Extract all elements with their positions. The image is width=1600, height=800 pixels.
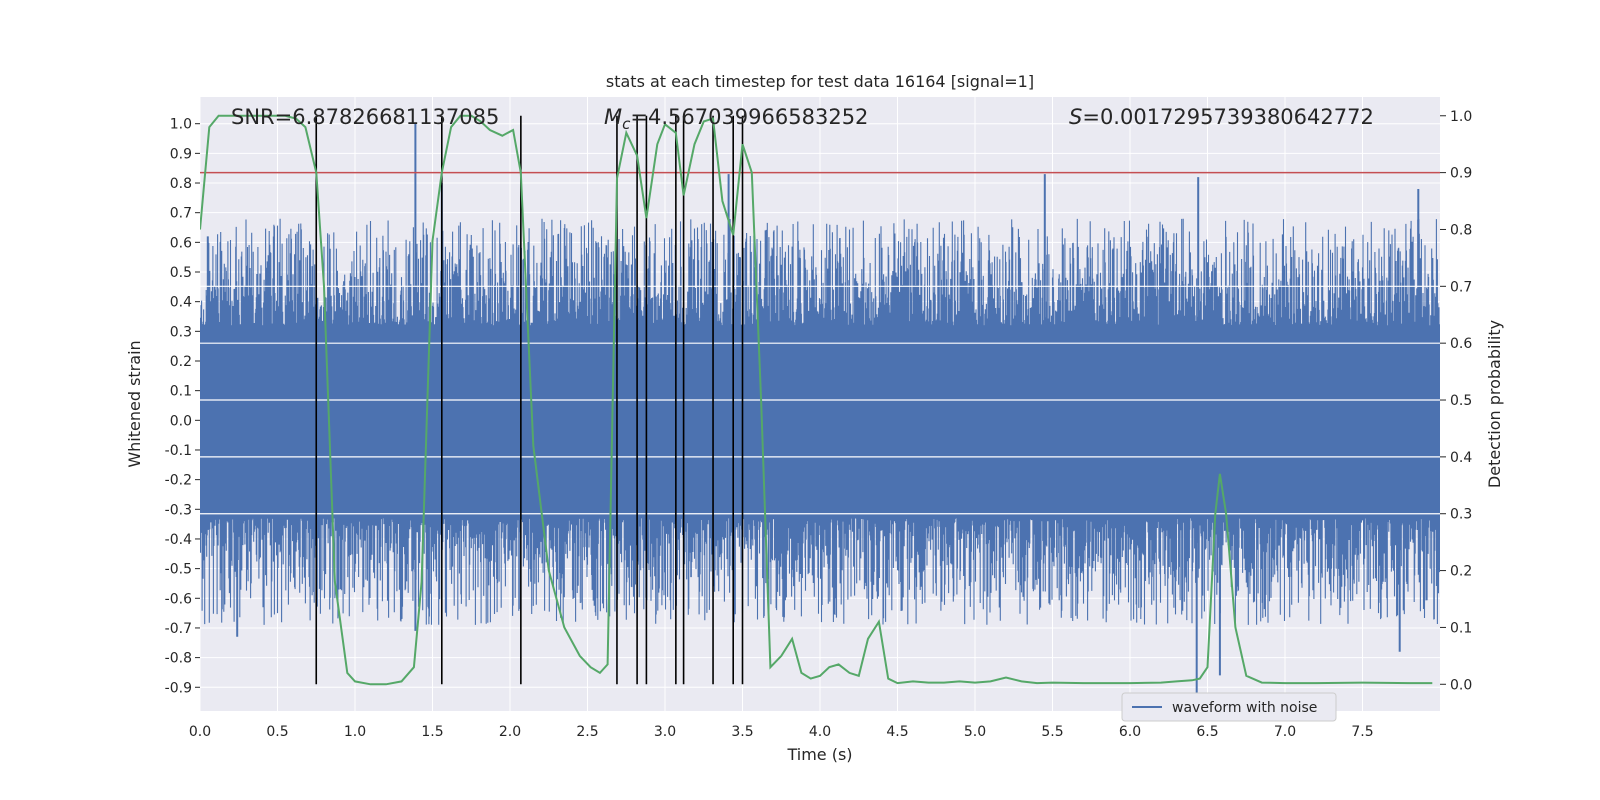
y-tick-label: -0.1 xyxy=(165,443,192,459)
snr-annotation: SNR=6.87826681137085 xyxy=(231,105,499,129)
x-tick-label: 1.0 xyxy=(344,724,366,740)
chirp-mass-value: =4.567039966583252 xyxy=(630,105,868,129)
y-tick-label: -0.7 xyxy=(165,621,192,637)
x-tick-label: 5.5 xyxy=(1041,724,1063,740)
x-tick-label: 0.0 xyxy=(189,724,211,740)
y-axis-label: Whitened strain xyxy=(125,340,144,467)
y2-tick-label: 1.0 xyxy=(1450,109,1472,125)
chirp-mass-subscript: c xyxy=(622,115,631,133)
x-tick-label: 0.5 xyxy=(266,724,288,740)
s-statistic-value: =0.0017295739380642772 xyxy=(1082,105,1374,129)
legend: waveform with noise xyxy=(1121,692,1337,722)
y2-tick-label: 0.2 xyxy=(1450,564,1472,580)
y-tick-label: 0.9 xyxy=(170,146,192,162)
y2-tick-label: 0.9 xyxy=(1450,166,1472,182)
y2-tick-label: 0.1 xyxy=(1450,620,1472,636)
legend-box xyxy=(1121,692,1337,722)
legend-label: waveform with noise xyxy=(1172,700,1317,716)
s-statistic-symbol: S xyxy=(1069,105,1082,129)
x-tick-label: 7.5 xyxy=(1351,724,1373,740)
x-axis-ticks: 0.0 0.5 1.0 1.5 2.0 2.5 3.0 3.5 4.0 4.5 5.0 5.5 6.0 6… xyxy=(189,724,1374,740)
x-tick-label: 6.0 xyxy=(1119,724,1141,740)
y-tick-label: 0.6 xyxy=(170,235,192,251)
y2-axis-ticks: 1.0 0.9 0.8 0.7 0.6 0.5 0.4 0.3 0.2 0.1 0.0 xyxy=(1440,109,1472,693)
y-tick-label: -0.2 xyxy=(165,473,192,489)
y-tick-label: 0.3 xyxy=(170,324,192,340)
y-tick-label: 1.0 xyxy=(170,117,192,133)
x-tick-label: 4.0 xyxy=(809,724,831,740)
y2-tick-label: 0.8 xyxy=(1450,222,1472,238)
y-tick-label: 0.1 xyxy=(170,384,192,400)
y2-tick-label: 0.7 xyxy=(1450,279,1472,295)
x-tick-label: 5.0 xyxy=(964,724,986,740)
y-tick-label: -0.8 xyxy=(165,651,192,667)
x-tick-label: 2.0 xyxy=(499,724,521,740)
s-statistic-annotation: S=0.0017295739380642772 xyxy=(1069,105,1374,129)
y-tick-label: -0.6 xyxy=(165,591,192,607)
detection-markers xyxy=(315,115,744,685)
y-tick-label: 0.0 xyxy=(170,413,192,429)
y-tick-label: 0.5 xyxy=(170,265,192,281)
chirp-mass-symbol: M xyxy=(604,105,622,129)
y2-tick-label: 0.0 xyxy=(1450,677,1472,693)
y-axis-ticks: 1.0 0.9 0.8 0.7 0.6 0.5 0.4 0.3 0.2 0.1 0.0 -0.1 -0.… xyxy=(165,117,200,696)
x-tick-label: 3.5 xyxy=(731,724,753,740)
x-tick-label: 6.5 xyxy=(1196,724,1218,740)
chirp-mass-annotation: Mc=4.567039966583252 xyxy=(604,105,868,133)
y2-tick-label: 0.5 xyxy=(1450,393,1472,409)
y-tick-label: -0.3 xyxy=(165,502,192,518)
x-tick-label: 2.5 xyxy=(576,724,598,740)
probability-line xyxy=(200,114,1433,686)
x-tick-label: 3.0 xyxy=(654,724,676,740)
y2-grid-lines xyxy=(200,285,1440,515)
y-tick-label: 0.7 xyxy=(170,206,192,222)
x-tick-label: 1.5 xyxy=(421,724,443,740)
y2-tick-label: 0.3 xyxy=(1450,507,1472,523)
x-tick-label: 4.5 xyxy=(886,724,908,740)
y2-tick-label: 0.6 xyxy=(1450,336,1472,352)
y-tick-label: 0.4 xyxy=(170,295,192,311)
y-tick-label: 0.8 xyxy=(170,176,192,192)
y-tick-label: -0.4 xyxy=(165,532,192,548)
chart-title: stats at each timestep for test data 161… xyxy=(606,72,1034,91)
y-tick-label: -0.9 xyxy=(165,680,192,696)
x-axis-label: Time (s) xyxy=(786,745,852,764)
y2-axis-label: Detection probability xyxy=(1485,320,1504,488)
y-tick-label: 0.2 xyxy=(170,354,192,370)
waveform-series xyxy=(200,123,1440,703)
y-tick-label: -0.5 xyxy=(165,562,192,578)
x-tick-label: 7.0 xyxy=(1274,724,1296,740)
y2-tick-label: 0.4 xyxy=(1450,450,1472,466)
